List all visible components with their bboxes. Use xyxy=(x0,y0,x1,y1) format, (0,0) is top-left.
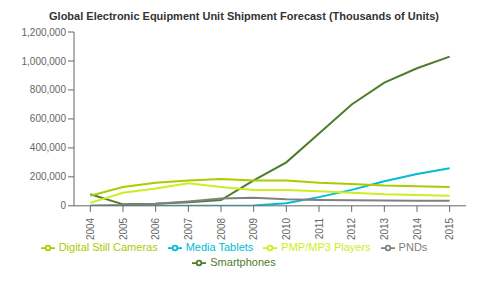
html-text:Digital Still Cameras: Digital Still Cameras xyxy=(58,240,158,253)
svg-text:2011: 2011 xyxy=(314,217,325,239)
svg-text:2012: 2012 xyxy=(346,217,357,240)
svg-text:2014: 2014 xyxy=(412,217,423,240)
svg-text:2006: 2006 xyxy=(150,217,161,240)
svg-text:1,200,000: 1,200,000 xyxy=(22,27,67,38)
svg-text:2005: 2005 xyxy=(118,217,129,240)
html-text:Global Electronic Equipment Un: Global Electronic Equipment Unit Shipmen… xyxy=(49,10,439,22)
svg-text:2015: 2015 xyxy=(444,217,455,240)
svg-text:2007: 2007 xyxy=(183,217,194,240)
svg-text:0: 0 xyxy=(60,200,66,211)
html-text:PMP/MP3 Players: PMP/MP3 Players xyxy=(281,240,371,253)
html-text:PNDs: PNDs xyxy=(398,240,428,253)
svg-text:400,000: 400,000 xyxy=(30,142,67,153)
svg-text:600,000: 600,000 xyxy=(30,113,67,124)
svg-text:2013: 2013 xyxy=(379,217,390,240)
html-text:Smartphones: Smartphones xyxy=(210,255,276,268)
svg-text:2008: 2008 xyxy=(216,217,227,240)
svg-text:800,000: 800,000 xyxy=(30,84,67,95)
svg-text:1,000,000: 1,000,000 xyxy=(22,56,67,67)
svg-text:2009: 2009 xyxy=(248,217,259,240)
svg-text:200,000: 200,000 xyxy=(30,171,67,182)
svg-text:2004: 2004 xyxy=(85,217,96,240)
html-text:Media Tablets: Media Tablets xyxy=(185,240,254,253)
svg-text:2010: 2010 xyxy=(281,217,292,240)
